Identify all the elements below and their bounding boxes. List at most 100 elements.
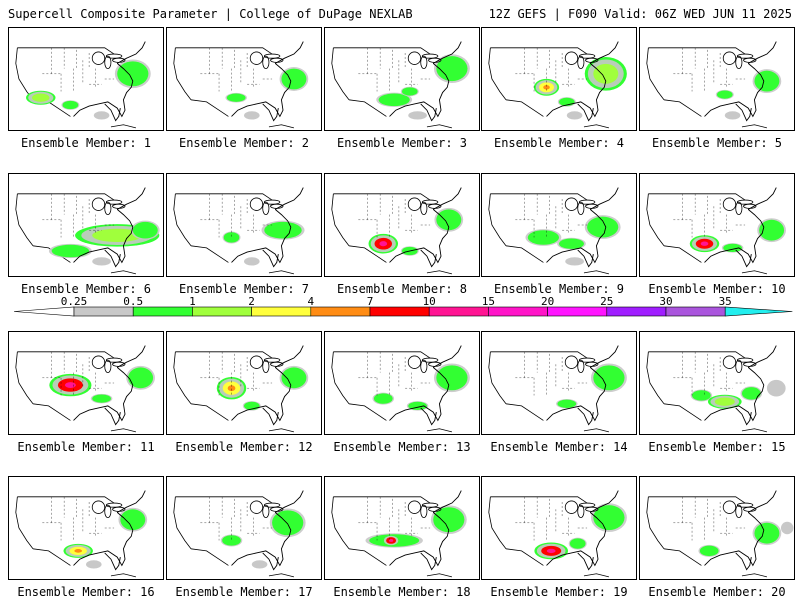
scp-contour bbox=[584, 215, 621, 240]
scp-contour bbox=[689, 235, 720, 253]
scp-contour bbox=[757, 218, 786, 243]
scp-contour bbox=[251, 560, 268, 569]
legend-color-7 bbox=[488, 306, 548, 317]
scp-contour bbox=[130, 220, 160, 240]
ensemble-panel-10 bbox=[639, 173, 795, 277]
ensemble-member-label: Ensemble Member: 12 bbox=[175, 440, 313, 454]
ensemble-member-label: Ensemble Member: 17 bbox=[175, 585, 313, 599]
ensemble-panel-9 bbox=[481, 173, 637, 277]
ensemble-panel-17 bbox=[166, 476, 322, 580]
legend-tick-label: 10 bbox=[423, 296, 436, 308]
ensemble-panel-19 bbox=[481, 476, 637, 580]
legend-tick-label: 1 bbox=[189, 296, 196, 308]
ensemble-member-label: Ensemble Member: 9 bbox=[493, 282, 625, 296]
legend-tick-label: 0.25 bbox=[61, 296, 88, 308]
scp-contour bbox=[433, 54, 470, 83]
legend-tick-label: 30 bbox=[659, 296, 672, 308]
ensemble-member-label: Ensemble Member: 1 bbox=[20, 136, 152, 150]
scp-contour bbox=[752, 521, 782, 546]
scp-contour bbox=[433, 363, 470, 393]
scp-contour bbox=[63, 543, 93, 558]
legend-color-1 bbox=[132, 306, 193, 317]
scp-contour bbox=[557, 237, 586, 250]
legend-color-2 bbox=[192, 306, 252, 317]
scp-contour bbox=[92, 257, 111, 266]
ensemble-panel-6 bbox=[8, 173, 164, 277]
ensemble-panel-15 bbox=[639, 331, 795, 435]
scp-contour bbox=[261, 220, 305, 240]
legend-tick-label: 25 bbox=[600, 296, 613, 308]
scp-contour bbox=[752, 69, 782, 94]
scp-contour bbox=[584, 56, 627, 91]
ensemble-member-label: Ensemble Member: 20 bbox=[648, 585, 786, 599]
ensemble-member-label: Ensemble Member: 3 bbox=[336, 136, 468, 150]
ensemble-panel-8 bbox=[324, 173, 480, 277]
legend-color-10 bbox=[665, 306, 726, 317]
scp-contour bbox=[740, 386, 763, 401]
scp-contour bbox=[86, 560, 102, 569]
ensemble-member-label: Ensemble Member: 4 bbox=[493, 136, 625, 150]
scp-contour bbox=[707, 394, 742, 409]
scp-contour bbox=[430, 505, 467, 535]
scp-contour bbox=[376, 92, 413, 107]
legend-tick-label: 7 bbox=[367, 296, 374, 308]
scp-contour bbox=[780, 521, 794, 535]
scp-contour bbox=[534, 542, 569, 560]
ensemble-panel-18 bbox=[324, 476, 480, 580]
scp-contour bbox=[568, 537, 587, 550]
ensemble-panel-3 bbox=[324, 27, 480, 131]
scp-contour bbox=[222, 231, 241, 244]
scp-contour bbox=[565, 257, 584, 266]
scp-contour bbox=[766, 379, 786, 397]
legend-tick-label: 0.5 bbox=[123, 296, 143, 308]
legend-color-9 bbox=[606, 306, 667, 317]
scp-contour bbox=[114, 59, 151, 89]
ensemble-panel-1 bbox=[8, 27, 164, 131]
scp-contour bbox=[408, 111, 427, 120]
scp-contour bbox=[434, 207, 464, 232]
legend-color-8 bbox=[547, 306, 608, 317]
ensemble-member-label: Ensemble Member: 15 bbox=[648, 440, 786, 454]
scp-contour bbox=[244, 257, 260, 266]
scp-contour bbox=[225, 92, 247, 103]
legend-tick-label: 2 bbox=[248, 296, 255, 308]
scp-contour bbox=[372, 392, 395, 405]
scp-contour bbox=[690, 389, 713, 402]
legend-tick-label: 15 bbox=[482, 296, 495, 308]
color-scale-legend: 0.25 0.5 1 2 4 7 10 15 20 25 30 35 bbox=[13, 296, 793, 317]
ensemble-member-label: Ensemble Member: 16 bbox=[17, 585, 155, 599]
scp-contour bbox=[382, 534, 400, 547]
scp-contour bbox=[724, 111, 741, 120]
scp-contour bbox=[118, 507, 148, 532]
ensemble-panel-20 bbox=[639, 476, 795, 580]
scp-contour bbox=[533, 78, 560, 96]
ensemble-panel-2 bbox=[166, 27, 322, 131]
ensemble-panel-14 bbox=[481, 331, 637, 435]
legend-color-5 bbox=[369, 306, 430, 317]
scp-contour bbox=[590, 503, 627, 532]
scp-contour bbox=[279, 365, 309, 390]
ensemble-panel-13 bbox=[324, 331, 480, 435]
legend-color-6 bbox=[428, 306, 489, 317]
ensemble-member-label: Ensemble Member: 14 bbox=[490, 440, 628, 454]
scp-contour bbox=[368, 233, 399, 254]
scp-contour bbox=[93, 111, 110, 120]
scp-contour bbox=[556, 399, 578, 409]
scp-contour bbox=[48, 243, 92, 259]
ensemble-panel-7 bbox=[166, 173, 322, 277]
legend-low-arrow bbox=[13, 306, 75, 317]
ensemble-member-label: Ensemble Member: 13 bbox=[333, 440, 471, 454]
ensemble-member-label: Ensemble Member: 7 bbox=[178, 282, 310, 296]
ensemble-member-label: Ensemble Member: 10 bbox=[648, 282, 786, 296]
scp-contour bbox=[279, 67, 309, 91]
legend-color-11 bbox=[724, 306, 793, 317]
scp-contour bbox=[715, 89, 734, 100]
ensemble-member-label: Ensemble Member: 5 bbox=[651, 136, 783, 150]
valid-time: 12Z GEFS | F090 Valid: 06Z WED JUN 11 20… bbox=[488, 7, 792, 21]
scp-contour bbox=[49, 373, 92, 397]
ensemble-panel-16 bbox=[8, 476, 164, 580]
scp-contour bbox=[590, 363, 627, 393]
ensemble-member-label: Ensemble Member: 6 bbox=[20, 282, 152, 296]
scp-contour bbox=[90, 393, 113, 404]
